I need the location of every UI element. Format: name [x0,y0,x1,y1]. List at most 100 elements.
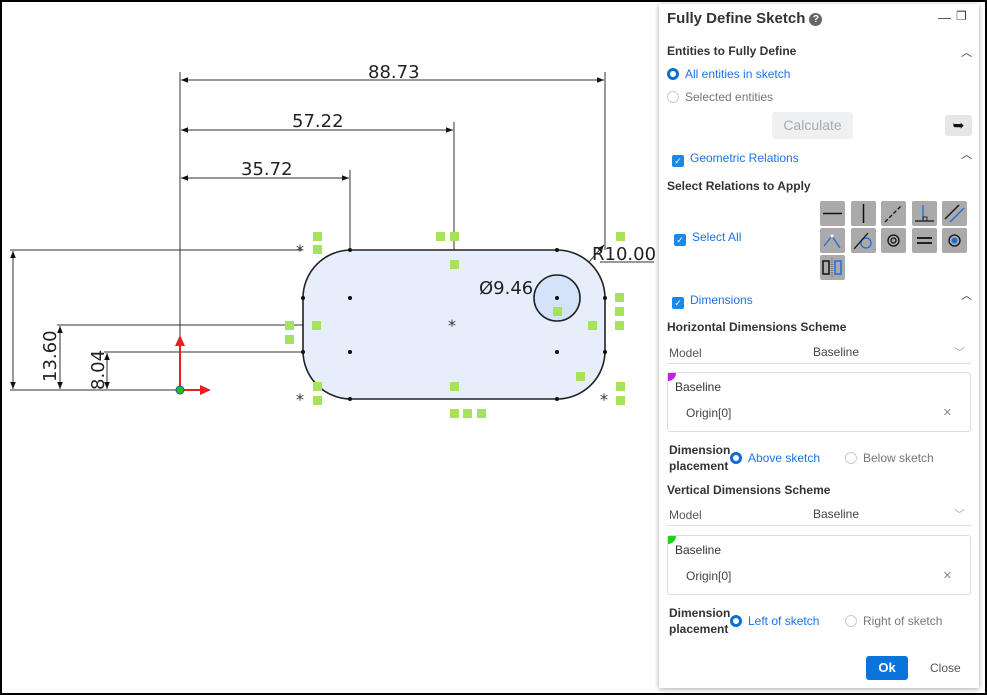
remove-item-icon[interactable]: ✕ [942,407,952,419]
select-all-checkbox[interactable]: ✓ Select All [674,230,741,246]
geometric-relations-checkbox[interactable]: ✓ Geometric Relations [672,151,799,167]
label-line: placement [669,459,729,473]
radio-all-entities[interactable]: All entities in sketch [667,67,790,81]
radio-left-of-sketch[interactable]: Left of sketch [730,614,819,628]
undo-arrow-icon: ➥ [952,117,965,133]
baseline-item: Origin[0] [686,569,732,583]
equal-relation-icon[interactable] [911,228,937,253]
dim-88-73[interactable]: 88.73 [368,62,420,83]
baseline-label: Baseline [675,380,722,394]
radio-label: Left of sketch [748,614,820,628]
radio-dot-icon [667,68,679,80]
radio-label: Right of sketch [863,614,943,628]
dimensions-checkbox[interactable]: ✓ Dimensions [672,293,753,309]
slot-profile[interactable] [302,249,606,400]
model-label: Model [669,508,702,522]
remove-item-icon[interactable]: ✕ [942,570,952,582]
svg-text:*: * [296,390,304,409]
entities-header: Entities to Fully Define [667,44,797,58]
tangent-relation-icon[interactable] [850,228,876,253]
model-value: Baseline [813,345,860,359]
sketch-canvas[interactable]: *** * 88.73 57.22 35.72 13.60 8.04 Ø9.46 … [2,2,662,695]
horizontal-placement-label: Dimension placement [669,442,730,474]
relation-markers[interactable] [285,232,625,418]
label-line: Dimension [669,443,731,457]
collapse-geometric-icon[interactable]: ︿ [961,149,972,161]
coradial-relation-icon[interactable] [942,228,967,253]
restore-icon[interactable]: ❐ [956,9,967,23]
radio-label: Below sketch [863,451,934,465]
checkmark-icon: ✓ [672,297,684,309]
svg-text:*: * [448,316,456,335]
horizontal-baseline-box[interactable]: Baseline Origin[0] ✕ [667,372,971,432]
help-icon[interactable]: ? [809,13,823,26]
dim-35-72[interactable]: 35.72 [241,159,293,180]
dim-8-04[interactable]: 8.04 [88,350,109,390]
ok-button[interactable]: Ok [866,656,908,680]
chevron-down-icon: ﹀ [954,347,965,359]
parallel-relation-icon[interactable] [942,201,967,226]
fixed-markers: * * * * [296,241,608,409]
label-line: placement [669,622,729,636]
color-corner-marker [668,536,676,544]
relations-grid [820,201,970,280]
radio-dot-icon [730,452,742,464]
minimize-icon[interactable]: — [938,10,951,25]
origin-axes[interactable] [175,335,211,395]
svg-text:*: * [296,241,304,260]
radio-selected-entities[interactable]: Selected entities [667,90,773,104]
vertical-baseline-box[interactable]: Baseline Origin[0] ✕ [667,535,971,595]
panel-title-text: Fully Define Sketch [667,10,806,27]
vertical-relation-icon[interactable] [850,201,876,226]
dim-radius-10-00[interactable]: R10.00 [592,244,656,265]
midpoint-relation-icon[interactable] [820,228,845,253]
symmetric-relation-icon[interactable] [820,255,845,280]
model-label: Model [669,346,702,360]
perpendicular-relation-icon[interactable] [911,201,937,226]
checkmark-icon: ✓ [674,234,686,246]
dim-diameter-9-46[interactable]: Ø9.46 [479,278,533,299]
undo-button[interactable]: ➥ [945,115,972,136]
radio-dot-icon [730,615,742,627]
radio-label: All entities in sketch [685,67,791,81]
label-line: Dimension [669,606,731,620]
radio-below-sketch[interactable]: Below sketch [845,451,934,465]
collapse-entities-icon[interactable]: ︿ [961,47,972,59]
radio-label: Selected entities [685,90,774,104]
chevron-down-icon: ﹀ [954,509,965,521]
horizontal-scheme-header: Horizontal Dimensions Scheme [667,320,847,334]
origin-point[interactable] [175,385,185,395]
collapse-dimensions-icon[interactable]: ︿ [961,290,972,302]
vertical-scheme-header: Vertical Dimensions Scheme [667,483,831,497]
baseline-item: Origin[0] [686,406,732,420]
vertical-model-select[interactable]: Model Baseline ﹀ [667,504,971,526]
checkmark-icon: ✓ [672,155,684,167]
calculate-button[interactable]: Calculate [772,112,853,139]
concentric-relation-icon[interactable] [881,228,906,253]
model-value: Baseline [813,507,860,521]
checkbox-label: Select All [692,230,742,244]
color-corner-marker [668,373,676,381]
dim-13-60[interactable]: 13.60 [40,330,61,382]
sketch-points [301,248,607,401]
panel-title: Fully Define Sketch? [667,10,823,27]
vertical-placement-label: Dimension placement [669,605,730,637]
radio-right-of-sketch[interactable]: Right of sketch [845,614,942,628]
horizontal-relation-icon[interactable] [820,201,845,226]
baseline-label: Baseline [675,543,722,557]
radio-dot-icon [845,452,857,464]
radio-above-sketch[interactable]: Above sketch [730,451,820,465]
close-button[interactable]: Close [930,661,961,675]
radio-label: Above sketch [748,451,821,465]
collinear-relation-icon[interactable] [881,201,906,226]
dim-57-22[interactable]: 57.22 [292,111,344,132]
horizontal-model-select[interactable]: Model Baseline ﹀ [667,342,971,364]
radio-dot-icon [845,615,857,627]
checkbox-label: Dimensions [690,293,753,307]
svg-text:*: * [600,390,608,409]
checkbox-label: Geometric Relations [690,151,799,165]
select-relations-header: Select Relations to Apply [667,179,811,193]
radio-dot-icon [667,91,679,103]
fully-define-sketch-panel: Fully Define Sketch? — ❐ Entities to Ful… [659,4,979,688]
